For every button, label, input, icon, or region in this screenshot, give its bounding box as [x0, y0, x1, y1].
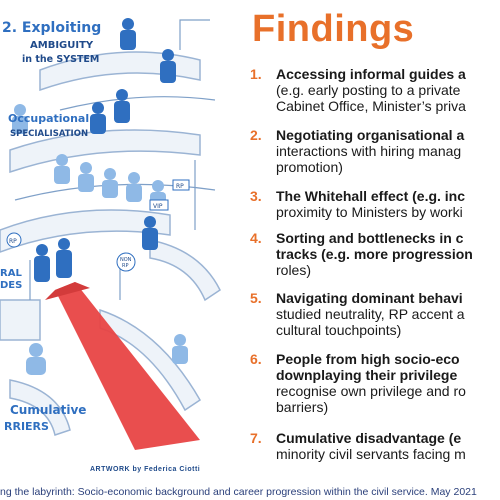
finding-line: interactions with hiring manag — [276, 143, 462, 159]
finding-line: Cumulative disadvantage (e — [276, 430, 462, 446]
finding-line: cultural touchpoints) — [276, 322, 402, 338]
ambiguity-label-line3: in the SYSTEM — [22, 54, 99, 65]
informal-guides-label-line1: RAL — [0, 268, 22, 279]
non-rp-badge-line2: RP — [122, 263, 129, 269]
non-rp-badge-line1: NON — [120, 257, 132, 263]
vip-sign-text: VIP — [153, 203, 163, 210]
cumulative-label-line1: Cumulative — [10, 403, 86, 417]
ambiguity-label-line1: 2. Exploiting — [2, 20, 101, 36]
source-caption: ng the labyrinth: Socio-economic backgro… — [0, 486, 477, 498]
ambiguity-label-line2: AMBIGUITY — [30, 40, 94, 51]
finding-line: Accessing informal guides a — [276, 66, 466, 82]
finding-line: Navigating dominant behavi — [276, 290, 463, 306]
finding-number: 1. — [250, 66, 262, 82]
finding-line: Cabinet Office, Minister’s priva — [276, 98, 466, 114]
labyrinth-illustration: 2. Exploiting AMBIGUITY in the SYSTEM Oc… — [0, 18, 221, 450]
finding-number: 2. — [250, 127, 262, 143]
finding-number: 3. — [250, 188, 262, 204]
occupational-label-line2: SPECIALISATION — [10, 129, 88, 139]
finding-line: The Whitehall effect (e.g. inc — [276, 188, 466, 204]
finding-line: barriers) — [276, 399, 329, 415]
informal-guides-label-line2: DES — [0, 280, 22, 291]
finding-line: People from high socio-eco — [276, 351, 460, 367]
rp-sign-text: RP — [176, 183, 184, 190]
vip-sign — [149, 199, 169, 211]
finding-number: 4. — [250, 230, 262, 246]
finding-line: recognise own privilege and ro — [276, 383, 466, 399]
rp-badge-text: RP — [9, 238, 17, 245]
page-title: Findings — [252, 8, 415, 50]
finding-line: Negotiating organisational a — [276, 127, 465, 143]
finding-line: proximity to Ministers by worki — [276, 204, 463, 220]
cumulative-label-line2: RRIERS — [4, 420, 49, 433]
finding-number: 5. — [250, 290, 262, 306]
artwork-credit: ARTWORK by Federica Ciotti — [90, 466, 201, 473]
non-rp-badge — [116, 252, 136, 272]
findings-list: 1. Accessing informal guides a (e.g. ear… — [244, 0, 500, 484]
rp-sign — [172, 179, 190, 191]
rp-badge — [6, 232, 22, 248]
finding-line: promotion) — [276, 159, 343, 175]
finding-line: roles) — [276, 262, 312, 278]
occupational-label-line1: Occupational — [8, 112, 89, 125]
finding-line: downplaying their privilege — [276, 367, 458, 383]
finding-number: 7. — [250, 430, 262, 446]
finding-line: Sorting and bottlenecks in c — [276, 230, 464, 246]
finding-line: (e.g. early posting to a private — [276, 82, 461, 98]
finding-line: minority civil servants facing m — [276, 446, 466, 462]
finding-line: studied neutrality, RP accent a — [276, 306, 465, 322]
finding-number: 6. — [250, 351, 262, 367]
finding-line: tracks (e.g. more progression — [276, 246, 473, 262]
